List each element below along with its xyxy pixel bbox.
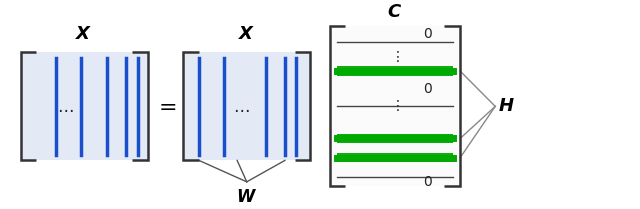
Text: $\boldsymbol{X}$: $\boldsymbol{X}$ xyxy=(238,25,255,43)
Text: $0$: $0$ xyxy=(422,27,433,41)
Text: $\cdots$: $\cdots$ xyxy=(234,99,250,117)
Text: $\vdots$: $\vdots$ xyxy=(390,98,400,113)
Bar xyxy=(337,153,452,162)
Text: $\boldsymbol{C}$: $\boldsymbol{C}$ xyxy=(387,3,403,21)
Text: $=$: $=$ xyxy=(154,96,177,116)
Text: $0$: $0$ xyxy=(422,82,433,96)
Bar xyxy=(20,52,148,160)
Bar xyxy=(183,52,310,160)
Bar xyxy=(330,26,460,186)
Text: $0$: $0$ xyxy=(422,175,433,189)
Text: $\boldsymbol{W}$: $\boldsymbol{W}$ xyxy=(236,188,257,206)
Text: $\boldsymbol{X}$: $\boldsymbol{X}$ xyxy=(76,25,93,43)
Text: $\cdots$: $\cdots$ xyxy=(57,99,74,117)
Text: $\boldsymbol{H}$: $\boldsymbol{H}$ xyxy=(499,97,515,115)
Bar xyxy=(337,134,452,143)
Text: $\vdots$: $\vdots$ xyxy=(390,49,400,64)
Bar xyxy=(337,66,452,76)
